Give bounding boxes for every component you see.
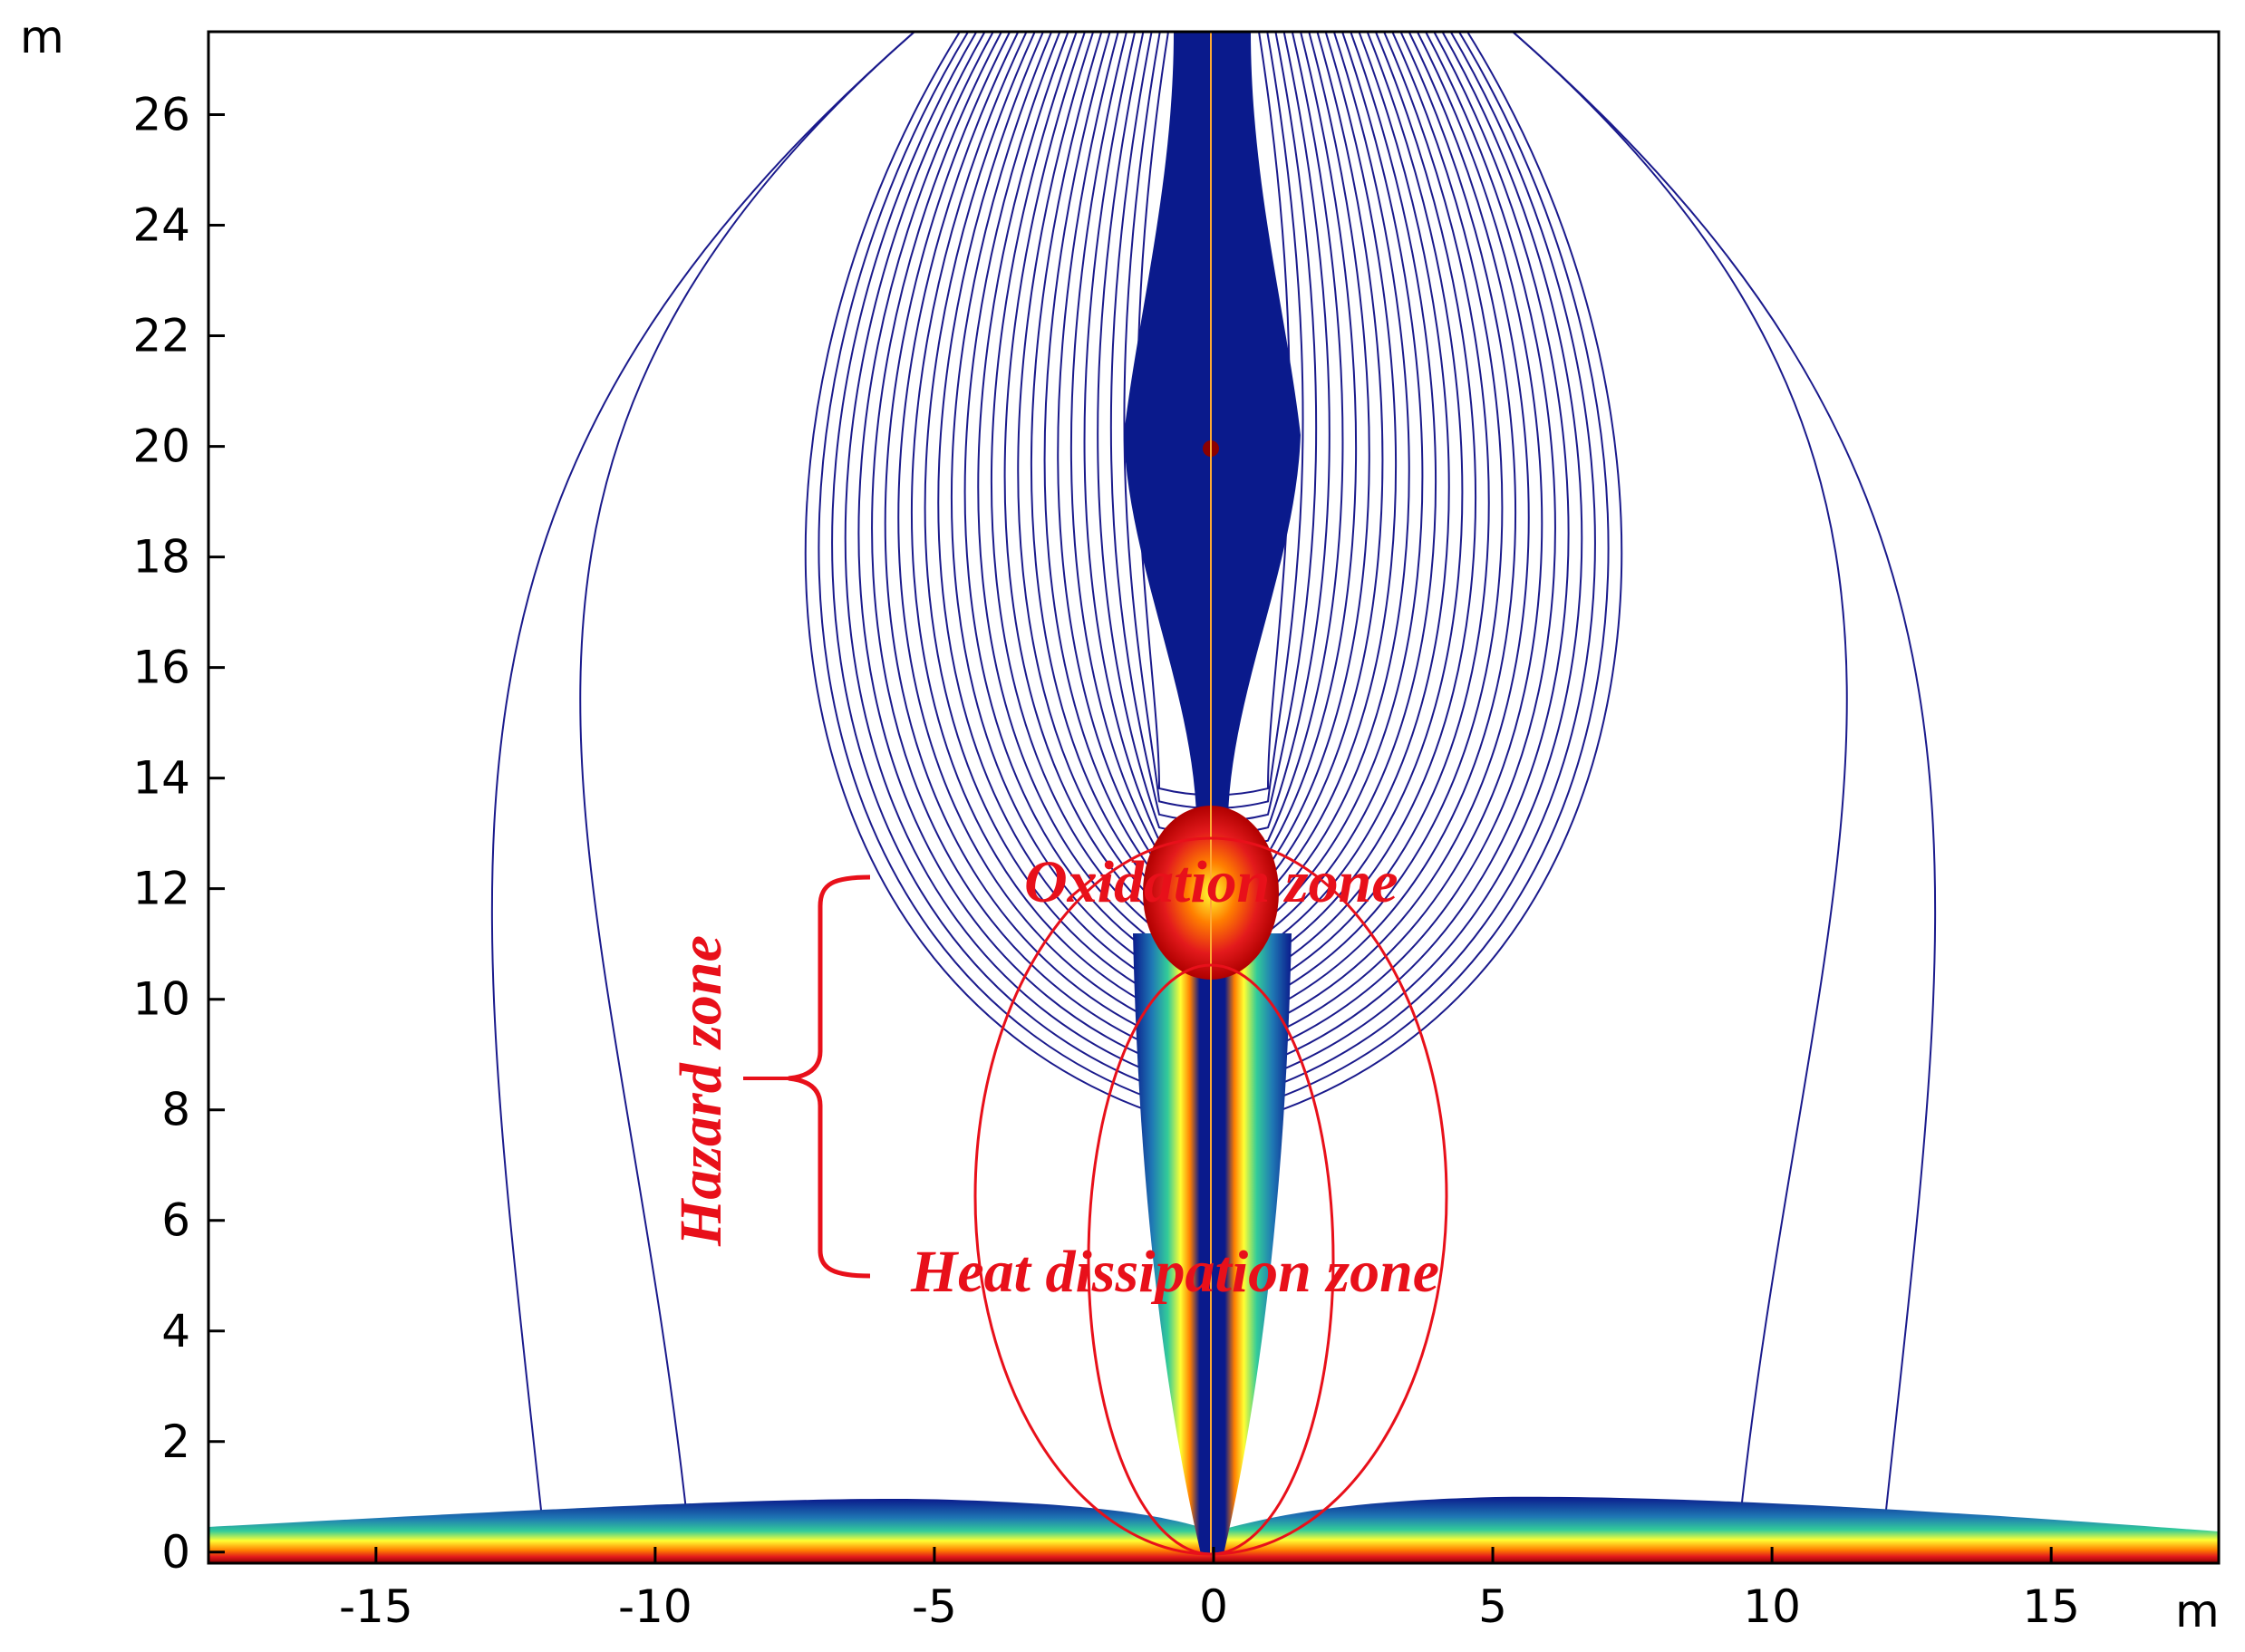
y-tick-label: 24 [132,199,190,252]
y-tick-label: 16 [132,642,190,694]
central-jet-column [1124,32,1301,816]
contour-line [579,32,1848,1528]
y-tick-label: 14 [132,752,190,805]
x-tick-label: 15 [2022,1580,2080,1633]
y-tick-label: 8 [161,1084,190,1136]
inner-dissipation-ellipse [1087,963,1335,1556]
ground-temperature-layer [208,1499,1214,1563]
y-tick-label: 26 [132,89,190,141]
y-tick-label: 22 [132,310,190,362]
x-tick-label: 5 [1478,1580,1507,1633]
heat-dissipation-plume [1133,933,1292,1554]
y-tick-label: 0 [161,1526,190,1579]
y-tick-label: 12 [132,863,190,915]
y-tick-label: 10 [132,973,190,1026]
y-axis-unit: m [20,11,64,63]
x-tick-label: -10 [618,1580,692,1633]
x-tick-label: -5 [912,1580,957,1633]
ground-temperature-layer-right [1214,1496,2219,1563]
y-tick-label: 18 [132,531,190,584]
y-tick-label: 20 [132,420,190,473]
x-axis-unit: m [2175,1585,2220,1638]
hazard-zone-label: Hazard zone [668,935,734,1247]
heat-dissipation-zone-label: Heat dissipation zone [910,1239,1439,1305]
x-axis-ticks: -15 -10 -5 0 5 10 15 [339,1547,2080,1633]
x-tick-label: -15 [339,1580,413,1633]
y-tick-label: 2 [161,1415,190,1468]
y-tick-label: 6 [161,1194,190,1247]
hazard-zone-bracket [788,874,871,1279]
contour-line [490,32,1937,1528]
y-tick-label: 4 [161,1305,190,1357]
oxidation-zone-label: Oxidation zone [1024,849,1398,915]
x-tick-label: 10 [1743,1580,1801,1633]
x-tick-label: 0 [1199,1580,1228,1633]
